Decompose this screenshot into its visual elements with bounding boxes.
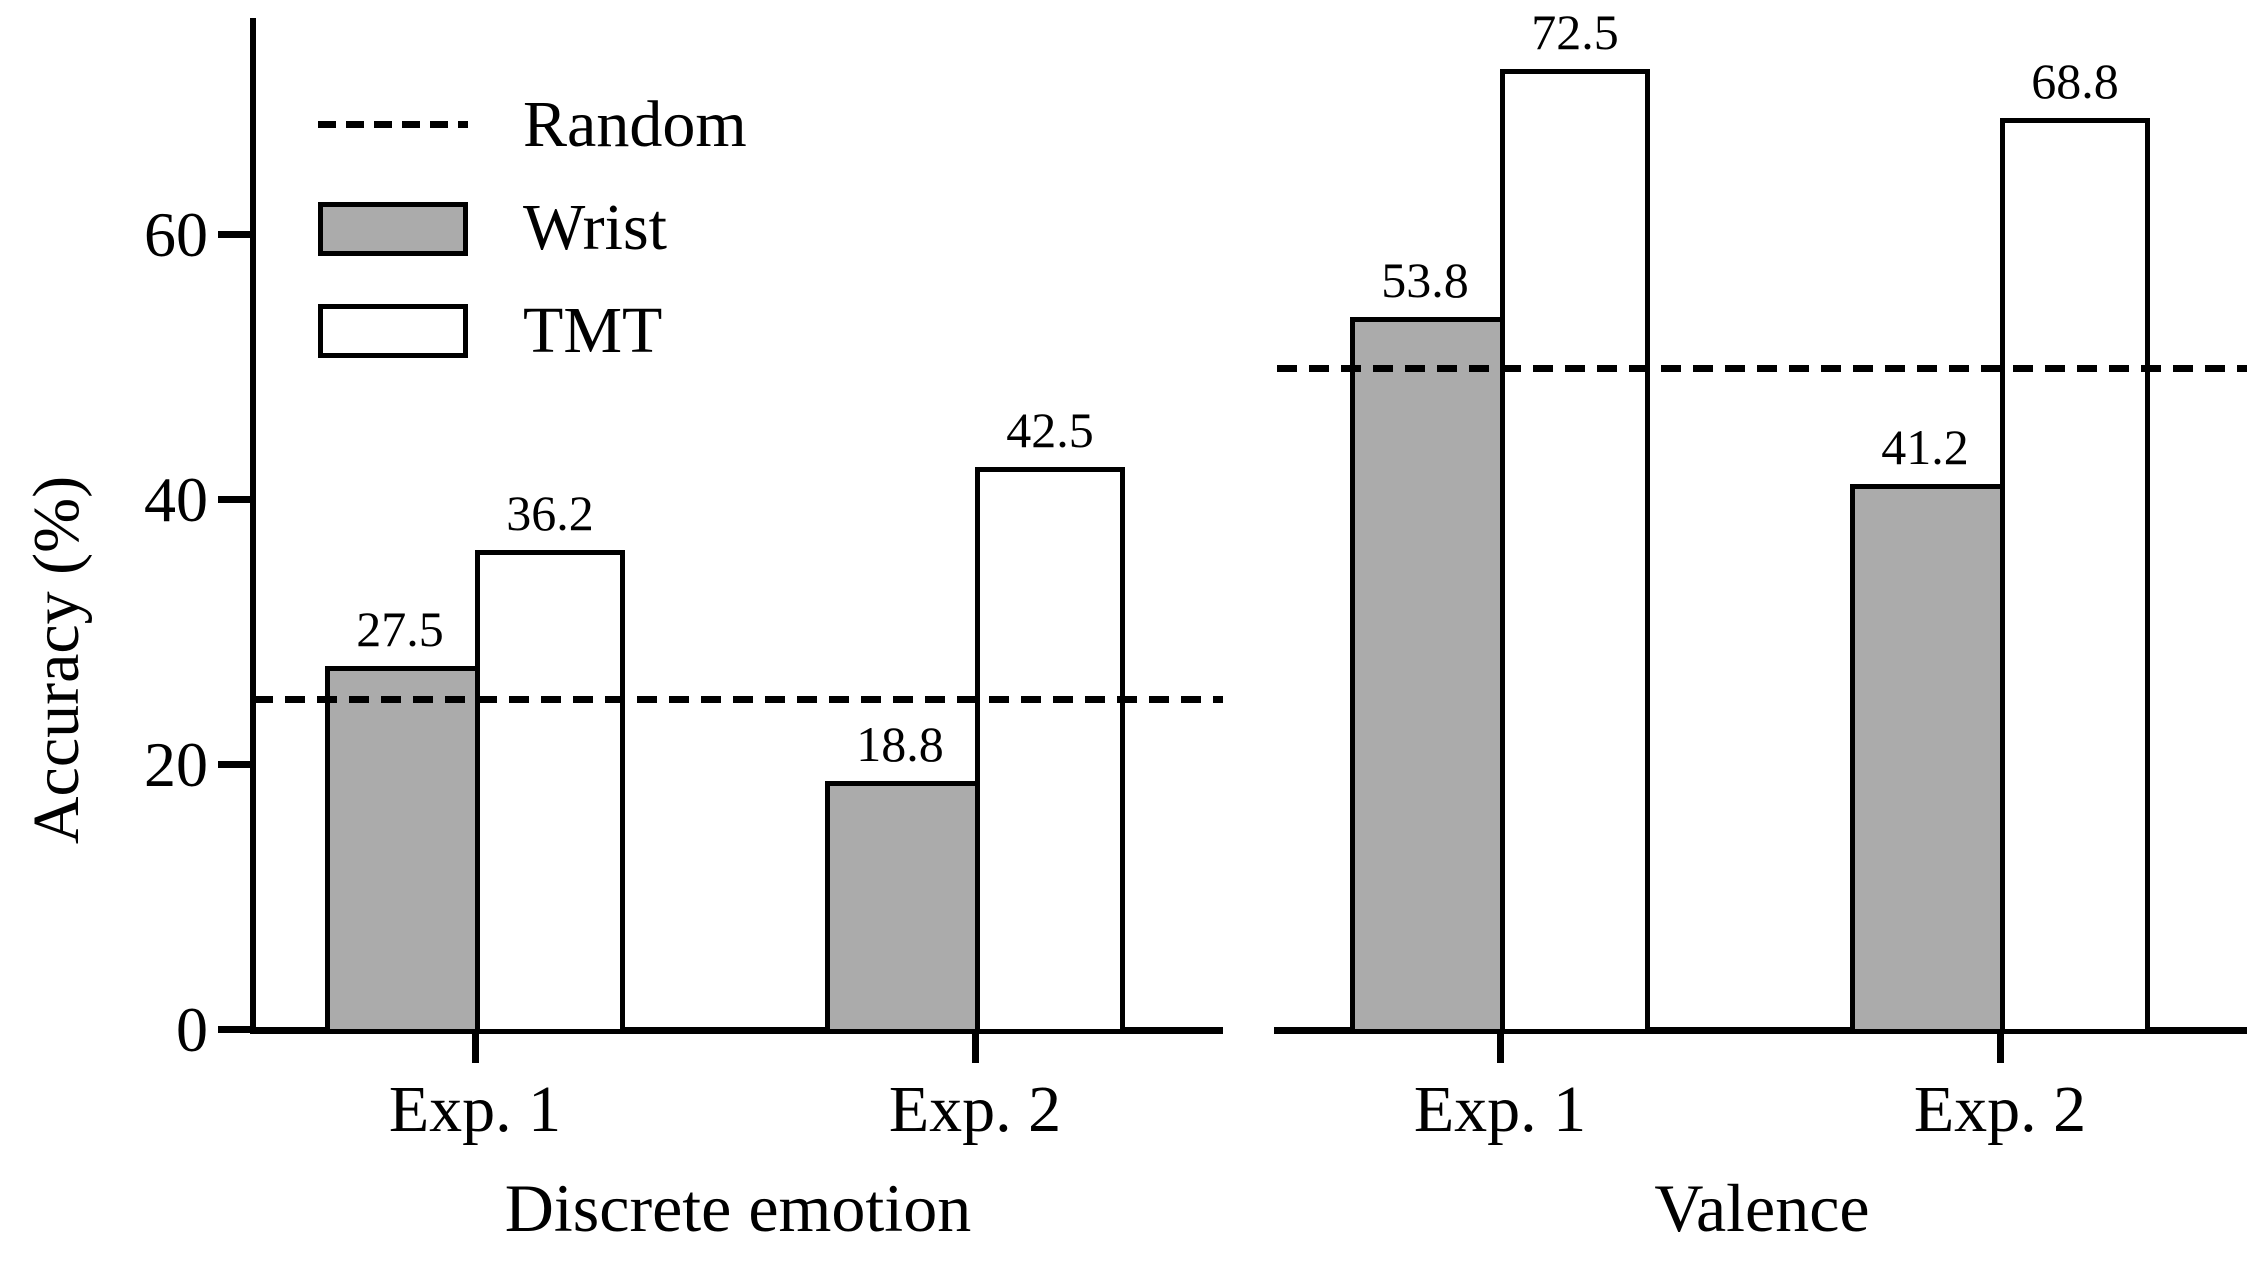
panel-xlabel-discrete-emotion: Discrete emotion	[504, 1170, 972, 1246]
panel-xlabel-valence: Valence	[1654, 1170, 1870, 1246]
y-tick-label-60: 60	[144, 199, 208, 270]
y-axis-tick	[218, 496, 250, 503]
category-label-valence-exp-1: Exp. 1	[1413, 1073, 1587, 1146]
y-axis-tick	[218, 761, 250, 768]
bar-wrist-valence-exp-2	[1850, 484, 2000, 1034]
y-axis-tick	[218, 1026, 250, 1033]
bar-tmt-valence-exp-1	[1500, 69, 1650, 1034]
bar-wrist-valence-exp-1	[1350, 317, 1500, 1034]
legend-wrist-swatch	[318, 202, 468, 256]
bar-value-label-wrist-discrete-emotion-exp-2: 18.8	[856, 715, 944, 772]
category-label-valence-exp-2: Exp. 2	[1913, 1073, 2087, 1146]
category-label-discrete-emotion-exp-2: Exp. 2	[888, 1073, 1062, 1146]
bar-tmt-discrete-emotion-exp-2	[975, 466, 1125, 1034]
legend-label-tmt: TMT	[523, 294, 663, 367]
x-axis-tick-discrete-emotion-exp-2	[972, 1033, 979, 1063]
x-axis-line-valence	[1274, 1027, 2247, 1034]
x-axis-line-discrete-emotion	[250, 1027, 1223, 1034]
bar-wrist-discrete-emotion-exp-2	[825, 780, 975, 1034]
bar-value-label-tmt-valence-exp-2: 68.8	[2031, 53, 2119, 110]
y-tick-label-20: 20	[144, 729, 208, 800]
y-axis-tick	[218, 231, 250, 238]
bar-value-label-wrist-discrete-emotion-exp-1: 27.5	[356, 600, 444, 657]
bar-tmt-discrete-emotion-exp-1	[475, 550, 625, 1034]
y-tick-label-0: 0	[176, 994, 208, 1065]
random-baseline-valence	[1277, 364, 2247, 372]
legend-label-random: Random	[523, 88, 747, 161]
bar-tmt-valence-exp-2	[2000, 118, 2150, 1034]
y-axis-title: Accuracy (%)	[20, 475, 93, 845]
bar-value-label-wrist-valence-exp-2: 41.2	[1881, 419, 1969, 476]
bar-value-label-tmt-discrete-emotion-exp-1: 36.2	[506, 485, 594, 542]
legend-tmt-swatch	[318, 304, 468, 358]
x-axis-tick-valence-exp-1	[1497, 1033, 1504, 1063]
y-tick-label-40: 40	[144, 464, 208, 535]
bar-value-label-tmt-valence-exp-1: 72.5	[1531, 4, 1619, 61]
y-axis-spine	[250, 18, 256, 1034]
random-baseline-discrete-emotion	[253, 695, 1223, 703]
bar-wrist-discrete-emotion-exp-1	[325, 665, 475, 1034]
x-axis-tick-valence-exp-2	[1997, 1033, 2004, 1063]
category-label-discrete-emotion-exp-1: Exp. 1	[388, 1073, 562, 1146]
legend-random-dash-sample	[318, 121, 468, 128]
legend-label-wrist: Wrist	[523, 191, 667, 264]
x-axis-tick-discrete-emotion-exp-1	[472, 1033, 479, 1063]
bar-value-label-tmt-discrete-emotion-exp-2: 42.5	[1006, 401, 1094, 458]
bar-value-label-wrist-valence-exp-1: 53.8	[1381, 252, 1469, 309]
